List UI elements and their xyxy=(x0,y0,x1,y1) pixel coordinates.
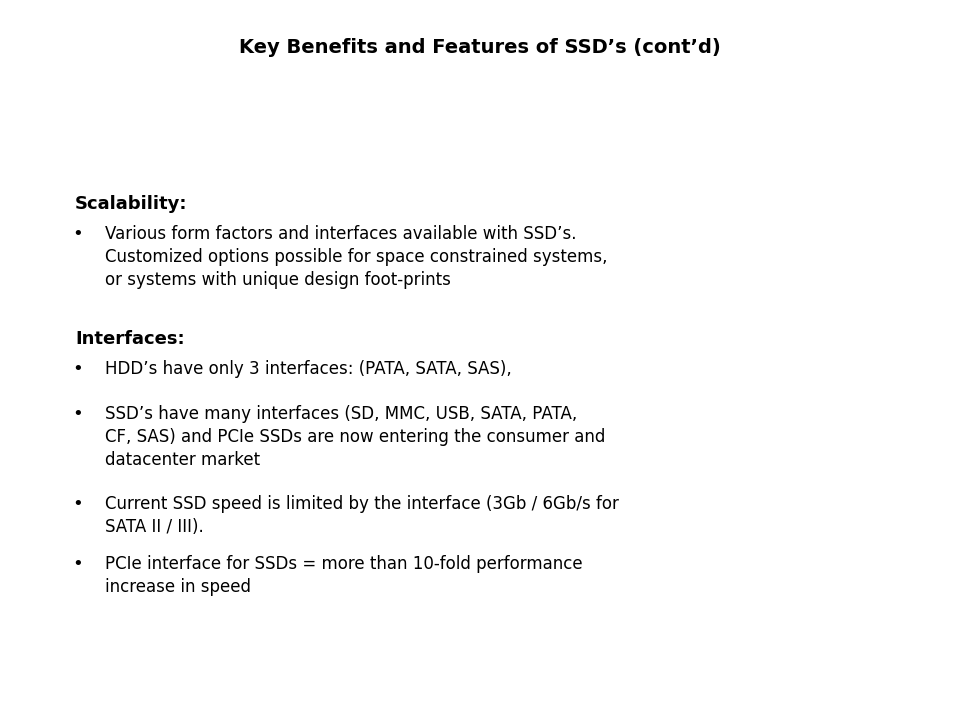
Text: Current SSD speed is limited by the interface (3Gb / 6Gb/s for
SATA II / III).: Current SSD speed is limited by the inte… xyxy=(105,495,619,536)
Text: PCIe interface for SSDs = more than 10-fold performance
increase in speed: PCIe interface for SSDs = more than 10-f… xyxy=(105,555,583,596)
Text: SSD’s have many interfaces (SD, MMC, USB, SATA, PATA,
CF, SAS) and PCIe SSDs are: SSD’s have many interfaces (SD, MMC, USB… xyxy=(105,405,606,469)
Text: •: • xyxy=(73,225,84,243)
Text: •: • xyxy=(73,405,84,423)
Text: Scalability:: Scalability: xyxy=(75,195,187,213)
Text: •: • xyxy=(73,555,84,573)
Text: •: • xyxy=(73,360,84,378)
Text: Key Benefits and Features of SSD’s (cont’d): Key Benefits and Features of SSD’s (cont… xyxy=(239,38,721,57)
Text: •: • xyxy=(73,495,84,513)
Text: HDD’s have only 3 interfaces: (PATA, SATA, SAS),: HDD’s have only 3 interfaces: (PATA, SAT… xyxy=(105,360,512,378)
Text: Interfaces:: Interfaces: xyxy=(75,330,184,348)
Text: Various form factors and interfaces available with SSD’s.
Customized options pos: Various form factors and interfaces avai… xyxy=(105,225,608,289)
